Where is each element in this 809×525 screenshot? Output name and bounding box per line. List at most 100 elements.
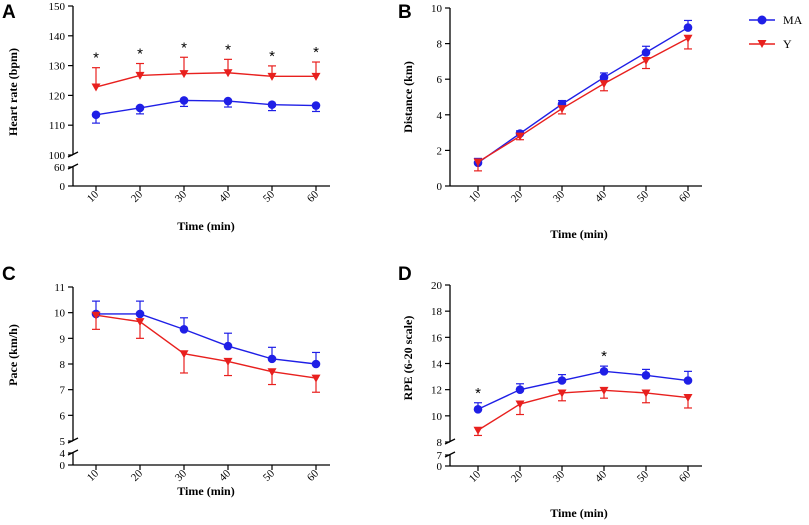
y-tick-label: 0 bbox=[437, 181, 443, 193]
x-tick-label: 30 bbox=[173, 467, 190, 484]
data-point-y bbox=[515, 132, 525, 141]
y-tick-label: 5 bbox=[60, 436, 66, 448]
data-point-y bbox=[515, 400, 525, 409]
significance-marker: * bbox=[181, 39, 187, 56]
y-tick-label: 7 bbox=[437, 450, 443, 462]
y-tick-label: 8 bbox=[437, 437, 443, 449]
y-tick-label: 6 bbox=[60, 410, 66, 422]
y-axis-title: Heart rate (bpm) bbox=[6, 48, 20, 136]
data-point-y bbox=[599, 80, 609, 89]
data-point-y bbox=[557, 389, 567, 398]
legend-marker-ma bbox=[757, 15, 767, 25]
series-line-y bbox=[95, 72, 316, 88]
x-tick-label: 30 bbox=[173, 188, 190, 205]
data-point-y bbox=[179, 70, 189, 79]
y-tick-label: 8 bbox=[437, 39, 443, 51]
significance-marker: * bbox=[475, 385, 481, 402]
series-line-ma bbox=[96, 313, 317, 365]
data-point-ma bbox=[179, 325, 189, 334]
significance-marker: * bbox=[313, 44, 319, 61]
data-point-ma bbox=[135, 309, 145, 319]
x-tick-label: 50 bbox=[261, 467, 278, 484]
legend-marker-y bbox=[757, 40, 767, 48]
x-tick-label: 20 bbox=[509, 188, 526, 205]
series-line-y bbox=[477, 389, 689, 431]
legend-label-ma: MA bbox=[783, 13, 803, 27]
x-tick-label: 60 bbox=[305, 467, 322, 484]
y-tick-label: 2 bbox=[437, 145, 443, 157]
x-tick-label: 50 bbox=[635, 468, 652, 485]
y-tick-label: 7 bbox=[60, 385, 66, 397]
significance-marker: * bbox=[93, 50, 99, 67]
y-tick-label: 20 bbox=[431, 280, 443, 292]
y-tick-label: 10 bbox=[431, 3, 443, 15]
x-tick-label: 20 bbox=[509, 468, 526, 485]
data-point-y bbox=[641, 389, 651, 398]
y-tick-label: 130 bbox=[49, 61, 66, 73]
significance-marker: * bbox=[269, 48, 275, 65]
data-point-y bbox=[91, 311, 101, 320]
x-tick-label: 60 bbox=[305, 188, 322, 205]
data-point-ma bbox=[311, 359, 321, 369]
y-tick-label: 14 bbox=[431, 359, 443, 371]
x-tick-label: 10 bbox=[85, 467, 102, 484]
data-point-ma bbox=[179, 96, 189, 105]
data-point-ma bbox=[223, 341, 233, 351]
x-tick-label: 40 bbox=[217, 188, 234, 205]
x-tick-label: 10 bbox=[467, 468, 484, 485]
series-line-ma bbox=[477, 370, 689, 410]
data-point-y bbox=[179, 350, 189, 359]
y-tick-label: 0 bbox=[437, 461, 443, 473]
x-axis-title: Time (min) bbox=[177, 219, 234, 233]
data-point-ma bbox=[683, 376, 693, 385]
y-tick-label: 150 bbox=[49, 1, 66, 13]
data-point-ma bbox=[473, 404, 483, 414]
y-tick-label: 8 bbox=[60, 359, 66, 371]
panel-distance: B Distance (km) Time (min) 0 2 4 6 8 10 10 20 30… bbox=[398, 2, 702, 241]
y-tick-label: 12 bbox=[431, 385, 442, 397]
significance-marker: * bbox=[225, 41, 231, 58]
significance-marker: * bbox=[601, 348, 607, 365]
data-point-y bbox=[223, 69, 233, 78]
data-point-ma bbox=[223, 96, 233, 106]
data-point-ma bbox=[599, 367, 609, 376]
x-tick-label: 30 bbox=[551, 468, 568, 485]
data-point-y bbox=[683, 394, 693, 403]
data-point-ma bbox=[641, 48, 651, 57]
y-tick-label: 100 bbox=[49, 150, 66, 162]
x-tick-label: 50 bbox=[261, 188, 278, 205]
x-tick-label: 20 bbox=[129, 467, 146, 484]
panel-rpe: D RPE (6-20 scale) Time (min) 8 10 12 14 16 1… bbox=[398, 264, 702, 520]
y-axis-title: Pace (km/h) bbox=[6, 324, 20, 386]
x-tick-label: 10 bbox=[467, 188, 484, 205]
y-tick-label: 0 bbox=[60, 460, 66, 472]
panel-letter-d: D bbox=[398, 264, 412, 285]
series-line-ma bbox=[477, 26, 689, 164]
x-tick-label: 50 bbox=[635, 188, 652, 205]
x-tick-label: 10 bbox=[85, 188, 102, 205]
y-tick-label: 10 bbox=[431, 411, 443, 423]
x-tick-label: 40 bbox=[217, 467, 234, 484]
data-point-y bbox=[311, 374, 321, 383]
x-tick-label: 60 bbox=[677, 468, 694, 485]
panel-pace: C Pace (km/h) Time (min) 5 6 7 8 9 10 11 04 10 20… bbox=[2, 264, 330, 498]
y-axis-title: Distance (km) bbox=[401, 61, 415, 133]
x-axis-title: Time (min) bbox=[550, 227, 607, 241]
y-tick-label: 6 bbox=[437, 74, 443, 86]
data-point-y bbox=[223, 357, 233, 366]
data-point-y bbox=[473, 426, 483, 435]
data-point-y bbox=[641, 57, 651, 66]
y-tick-label: 18 bbox=[431, 306, 443, 318]
data-point-y bbox=[267, 72, 277, 81]
data-point-y bbox=[91, 83, 101, 92]
data-point-ma bbox=[599, 73, 609, 82]
panel-heart-rate: A Heart rate (bpm) Time (min) 1001101201… bbox=[2, 1, 330, 233]
y-tick-label: 60 bbox=[54, 162, 66, 174]
data-point-ma bbox=[311, 101, 321, 110]
data-point-y bbox=[267, 368, 277, 377]
series-line-y bbox=[95, 314, 317, 379]
x-axis-title: Time (min) bbox=[550, 506, 607, 520]
series-line-ma bbox=[95, 99, 317, 116]
data-point-ma bbox=[267, 100, 277, 109]
